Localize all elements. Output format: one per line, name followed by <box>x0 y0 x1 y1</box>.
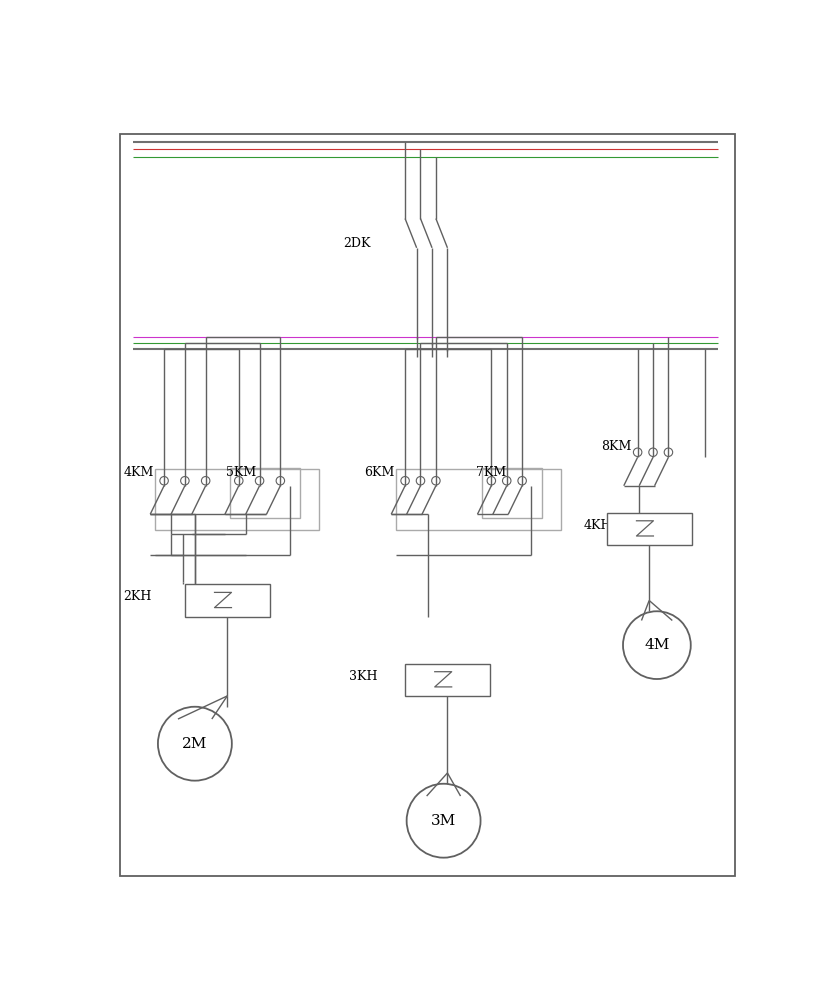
Text: 4KH: 4KH <box>584 519 612 532</box>
Bar <box>155 469 319 530</box>
Text: 4KM: 4KM <box>123 466 153 479</box>
Text: 4M: 4M <box>644 638 670 652</box>
Text: 2DK: 2DK <box>344 237 371 250</box>
Bar <box>229 468 300 518</box>
Bar <box>405 664 490 696</box>
Bar <box>185 584 269 617</box>
Text: 8KM: 8KM <box>600 440 631 453</box>
Text: 6KM: 6KM <box>364 466 394 479</box>
Bar <box>607 513 691 545</box>
Bar <box>482 468 542 518</box>
Text: 3M: 3M <box>431 814 456 828</box>
Text: 2KH: 2KH <box>123 590 152 603</box>
Bar <box>396 469 560 530</box>
Text: 5KM: 5KM <box>226 466 256 479</box>
Text: 2M: 2M <box>182 737 208 751</box>
Text: 7KM: 7KM <box>476 466 506 479</box>
Text: 3KH: 3KH <box>349 670 377 683</box>
